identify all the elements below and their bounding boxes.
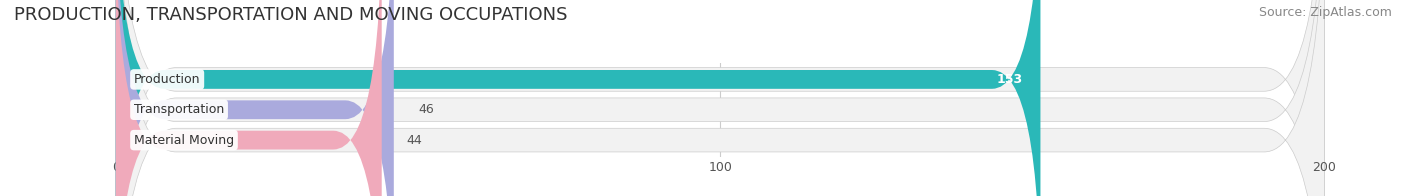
Text: Transportation: Transportation (134, 103, 224, 116)
Text: Material Moving: Material Moving (134, 134, 233, 147)
Text: Production: Production (134, 73, 201, 86)
Text: 44: 44 (406, 134, 422, 147)
FancyBboxPatch shape (115, 0, 381, 196)
FancyBboxPatch shape (115, 0, 394, 196)
Text: 46: 46 (418, 103, 433, 116)
Text: 153: 153 (997, 73, 1022, 86)
FancyBboxPatch shape (115, 0, 1324, 196)
FancyBboxPatch shape (115, 0, 1324, 196)
Text: Source: ZipAtlas.com: Source: ZipAtlas.com (1258, 6, 1392, 19)
FancyBboxPatch shape (115, 0, 1324, 196)
FancyBboxPatch shape (115, 0, 1040, 196)
Text: PRODUCTION, TRANSPORTATION AND MOVING OCCUPATIONS: PRODUCTION, TRANSPORTATION AND MOVING OC… (14, 6, 568, 24)
